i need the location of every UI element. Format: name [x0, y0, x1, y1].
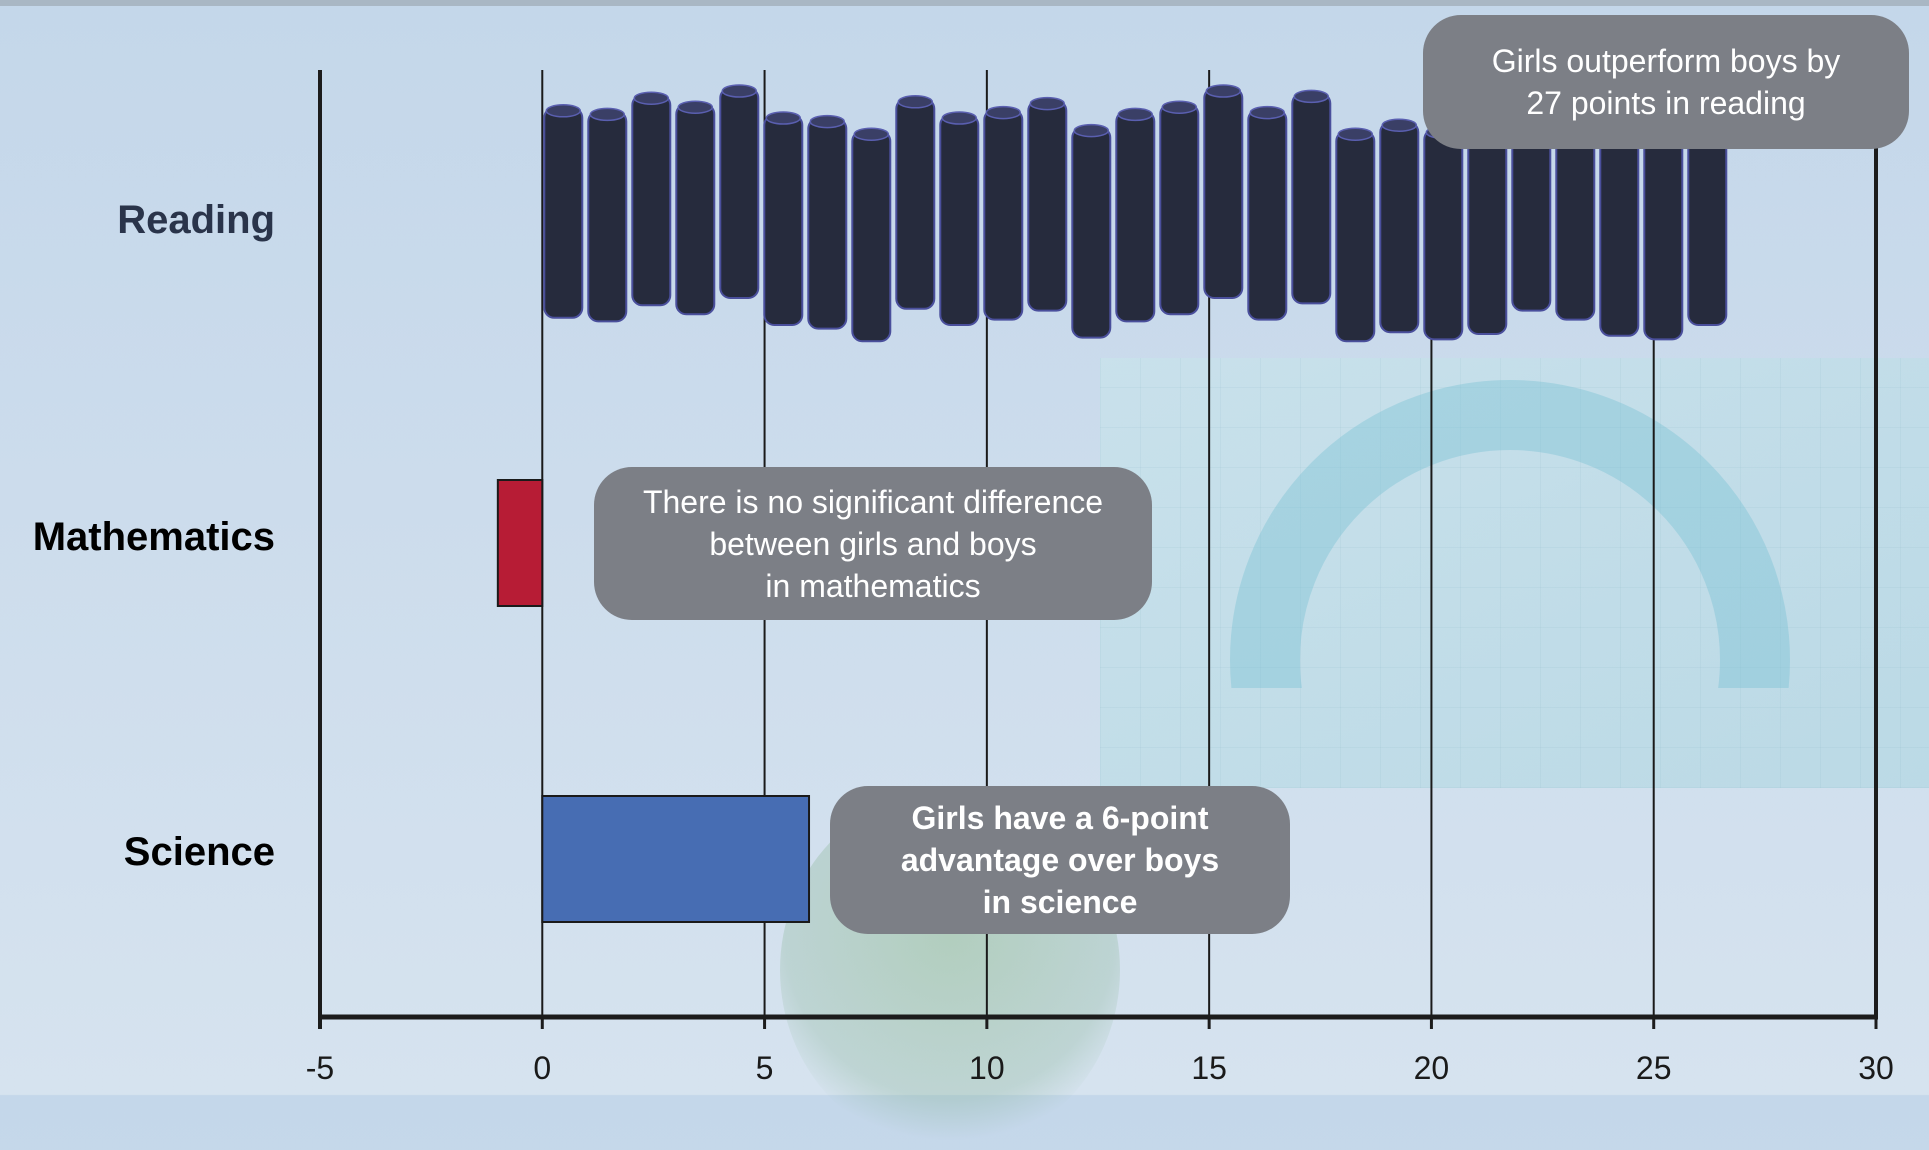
book-spine-top — [678, 101, 712, 113]
chart-area: -5 0 5 10 15 20 25 30 Reading Mathematics Scien… — [0, 0, 1929, 1095]
book-spine — [1380, 122, 1418, 332]
book-spine-top — [854, 128, 888, 140]
book-spine-top — [590, 108, 624, 120]
annotation-mathematics: There is no significant difference betwe… — [594, 467, 1152, 620]
book-spine — [632, 95, 670, 305]
book-spine-top — [986, 107, 1020, 119]
book-spine-top — [634, 92, 668, 104]
book-spine-top — [1338, 128, 1372, 140]
book-spine — [1336, 131, 1374, 341]
book-spine — [764, 115, 802, 325]
category-label-reading: Reading — [117, 198, 275, 243]
book-spine-top — [1162, 101, 1196, 113]
book-spine — [984, 110, 1022, 320]
book-spine-top — [722, 85, 756, 97]
book-spine-top — [898, 96, 932, 108]
book-spine-top — [942, 112, 976, 124]
x-tick-label-15: 15 — [1191, 1050, 1227, 1086]
x-tick-label-30: 30 — [1858, 1050, 1894, 1086]
book-spine — [1204, 88, 1242, 298]
book-spine — [1072, 128, 1110, 338]
book-spine-top — [810, 116, 844, 128]
book-spine — [1600, 126, 1638, 336]
x-tick-label-25: 25 — [1636, 1050, 1672, 1086]
category-label-science: Science — [124, 830, 275, 875]
book-spine — [1028, 101, 1066, 311]
book-spine — [1292, 93, 1330, 303]
book-spine — [940, 115, 978, 325]
x-tick-label-20: 20 — [1414, 1050, 1450, 1086]
book-spine-top — [1074, 125, 1108, 137]
annotation-reading: Girls outperform boys by 27 points in re… — [1423, 15, 1909, 149]
book-spine — [1248, 110, 1286, 320]
book-spine — [588, 111, 626, 321]
x-tick-label--5: -5 — [306, 1050, 334, 1086]
book-spine — [896, 99, 934, 309]
book-spine — [1424, 129, 1462, 339]
book-spine-top — [766, 112, 800, 124]
x-tick-label-10: 10 — [969, 1050, 1005, 1086]
book-spine — [808, 119, 846, 329]
book-spine — [1160, 104, 1198, 314]
book-spine — [1644, 129, 1682, 339]
book-spine — [1116, 111, 1154, 321]
category-label-mathematics: Mathematics — [33, 515, 275, 560]
book-spine-top — [1382, 119, 1416, 131]
book-spine — [1468, 124, 1506, 334]
book-spine-top — [1206, 85, 1240, 97]
book-spine — [720, 88, 758, 298]
book-spine-top — [1030, 98, 1064, 110]
x-tick-label-0: 0 — [533, 1050, 551, 1086]
book-spine — [852, 131, 890, 341]
book-spine-top — [546, 105, 580, 117]
book-spine-top — [1294, 90, 1328, 102]
x-tick-label-5: 5 — [756, 1050, 774, 1086]
book-spine-top — [1118, 108, 1152, 120]
book-spine — [676, 104, 714, 314]
bar-science — [542, 796, 809, 922]
bar-mathematics — [498, 480, 542, 606]
annotation-science: Girls have a 6-point advantage over boys… — [830, 786, 1290, 934]
book-spine-top — [1250, 107, 1284, 119]
book-spine — [544, 108, 582, 318]
